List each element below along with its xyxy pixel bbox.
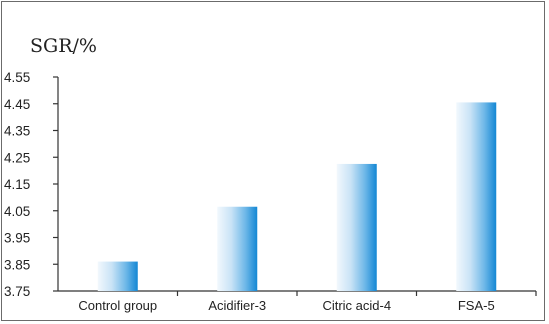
x-category-label: Control group <box>78 298 157 313</box>
y-tick-label: 4.05 <box>4 204 30 219</box>
x-category-label: Acidifier-3 <box>208 298 266 313</box>
x-ticks: Control group Acidifier-3 Citric acid-4 FSA… <box>78 291 537 313</box>
x-category-label: FSA-5 <box>458 298 495 313</box>
y-tick-label: 3.95 <box>4 231 30 246</box>
bar-acidifier-3 <box>217 206 258 291</box>
bar-control-group <box>97 261 138 291</box>
y-axis-label: SGR/% <box>30 35 97 57</box>
y-tick-label: 4.25 <box>4 150 30 165</box>
y-tick-label: 4.15 <box>4 177 30 192</box>
y-ticks: 3.75 3.85 3.95 4.05 4.15 4.25 4.35 4.45 4.55 <box>4 70 58 299</box>
y-tick-label: 4.55 <box>4 70 30 85</box>
bars <box>97 102 497 291</box>
chart-frame <box>1 1 545 321</box>
y-tick-label: 3.75 <box>4 284 30 299</box>
y-tick-label: 4.45 <box>4 97 30 112</box>
y-tick-label: 4.35 <box>4 124 30 139</box>
x-category-label: Citric acid-4 <box>322 298 391 313</box>
y-tick-label: 3.85 <box>4 257 30 272</box>
bar-citric-acid-4 <box>336 163 377 291</box>
bar-fsa-5 <box>456 102 497 291</box>
